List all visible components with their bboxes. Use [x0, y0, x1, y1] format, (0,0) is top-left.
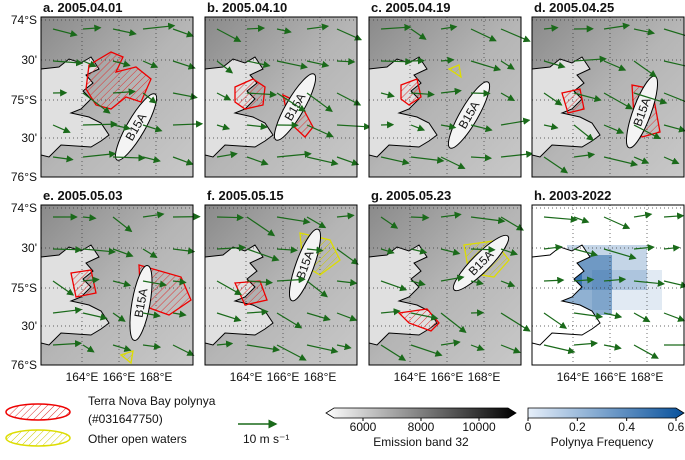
legend-polynya-swatch [6, 404, 70, 420]
lon-label: 166°E [267, 370, 300, 384]
lon-label: 164°E [230, 370, 263, 384]
colorbar-tick-label: 0.6 [668, 420, 685, 434]
panel-title: f. 2005.05.15 [207, 188, 284, 203]
lon-label: 168°E [304, 370, 337, 384]
panel-title: b. 2005.04.10 [207, 0, 287, 15]
colorbar-tick-label: 8000 [408, 420, 435, 434]
map-panel: B15A [205, 205, 358, 365]
lat-label: 30' [21, 131, 37, 145]
panel-title: a. 2005.04.01 [43, 0, 123, 15]
lat-label: 74°S [11, 13, 37, 27]
wind-arrow [381, 61, 411, 62]
lon-label: 166°E [594, 370, 627, 384]
map-panel: B15A [369, 205, 530, 365]
lon-label: 166°E [431, 370, 464, 384]
panel-title: g. 2005.05.23 [371, 188, 451, 203]
wind-scale-label: 10 m s⁻¹ [243, 432, 289, 446]
panel-title: d. 2005.04.25 [534, 0, 614, 15]
colorbar-label: Polynya Frequency [551, 435, 654, 449]
map-panel [532, 205, 685, 365]
panel-title: e. 2005.05.03 [43, 188, 123, 203]
lat-label: 30' [21, 319, 37, 333]
legend: Terra Nova Bay polynya (#031647750) Othe… [6, 394, 289, 446]
lon-label: 168°E [468, 370, 501, 384]
panel-title: h. 2003-2022 [534, 188, 611, 203]
lon-label: 164°E [557, 370, 590, 384]
wind-arrow [53, 249, 81, 250]
legend-label: (#031647750) [88, 412, 163, 426]
legend-label: Terra Nova Bay polynya [88, 394, 216, 408]
lat-label: 75°S [11, 93, 37, 107]
colorbar-tick-label: 0.2 [569, 420, 586, 434]
wind-arrow [411, 217, 428, 218]
lon-label: 164°E [66, 370, 99, 384]
colorbar-tick-label: 10000 [462, 420, 496, 434]
lon-label: 168°E [140, 370, 173, 384]
colorbar [528, 408, 684, 418]
map-panel: B15A [41, 205, 199, 365]
colorbar-label: Emission band 32 [373, 435, 469, 449]
map-panel: B15A [41, 17, 202, 177]
lat-label: 30' [21, 241, 37, 255]
map-panel: B15A [369, 17, 532, 177]
colorbar [326, 408, 516, 418]
wind-arrow [217, 217, 243, 218]
lat-label: 76°S [11, 358, 37, 372]
map-panel: B15A [205, 17, 370, 177]
lat-label: 76°S [11, 170, 37, 184]
colorbar-tick-label: 6000 [350, 420, 377, 434]
colorbar-tick-label: 0 [525, 420, 532, 434]
lon-label: 168°E [631, 370, 664, 384]
lat-label: 74°S [11, 201, 37, 215]
map-panel: B15A [532, 17, 685, 177]
panel-title: c. 2005.04.19 [371, 0, 451, 15]
frequency-patch [592, 270, 662, 310]
legend-label: Other open waters [88, 432, 187, 446]
lon-label: 164°E [394, 370, 427, 384]
lat-label: 30' [21, 53, 37, 67]
colorbar-tick-label: 0.4 [618, 420, 635, 434]
lat-label: 75°S [11, 281, 37, 295]
lon-label: 166°E [103, 370, 136, 384]
legend-other-swatch [6, 430, 70, 446]
